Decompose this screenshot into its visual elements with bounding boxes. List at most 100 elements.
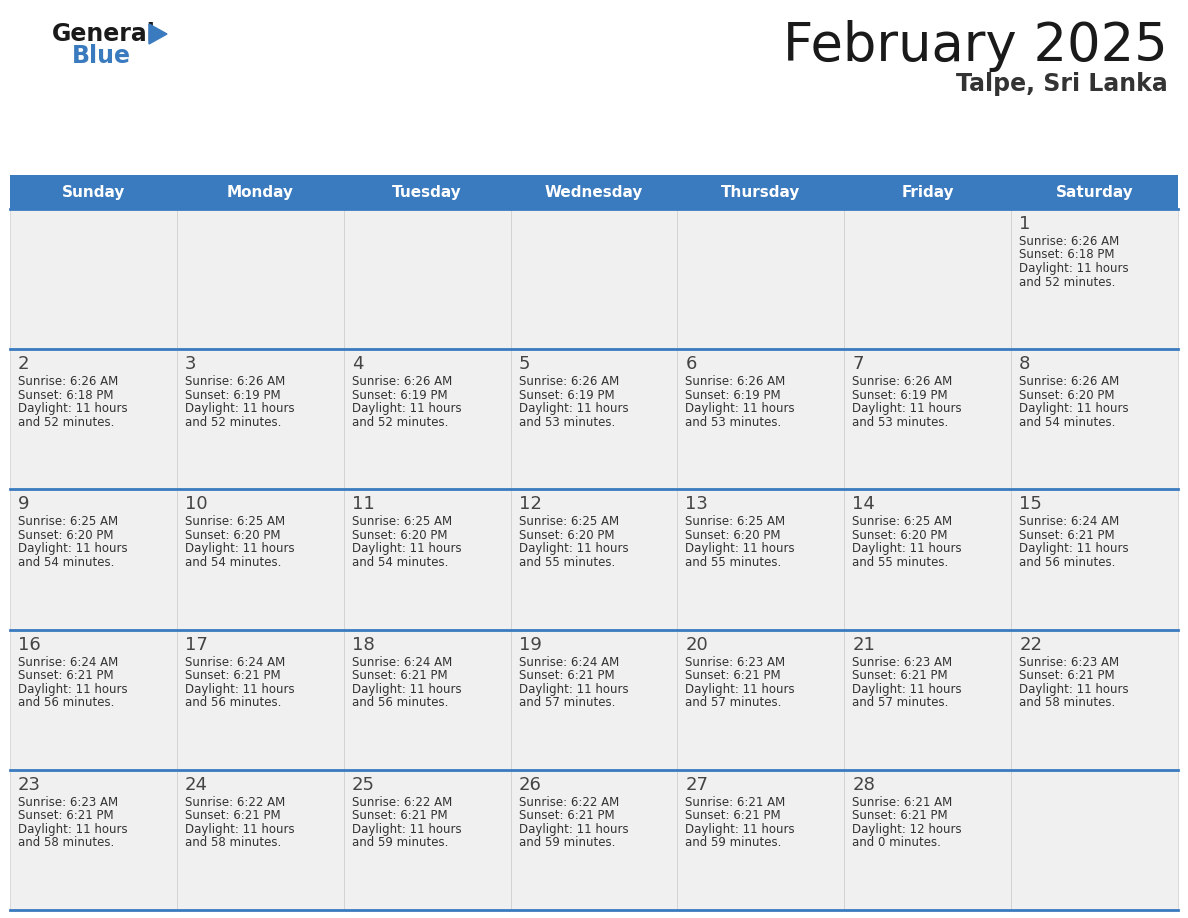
Bar	[677, 630, 845, 770]
Text: Sunrise: 6:24 AM: Sunrise: 6:24 AM	[1019, 515, 1119, 529]
Text: Sunrise: 6:26 AM: Sunrise: 6:26 AM	[685, 375, 785, 388]
Text: Sunrise: 6:23 AM: Sunrise: 6:23 AM	[852, 655, 953, 668]
Bar	[845, 770, 1011, 910]
Text: Sunset: 6:19 PM: Sunset: 6:19 PM	[852, 388, 948, 402]
Text: Daylight: 11 hours: Daylight: 11 hours	[1019, 402, 1129, 415]
Text: 5: 5	[519, 355, 530, 374]
Text: 2: 2	[18, 355, 30, 374]
Text: Daylight: 11 hours: Daylight: 11 hours	[352, 543, 461, 555]
Text: Sunrise: 6:23 AM: Sunrise: 6:23 AM	[18, 796, 118, 809]
Text: 22: 22	[1019, 635, 1042, 654]
Text: Sunrise: 6:25 AM: Sunrise: 6:25 AM	[18, 515, 118, 529]
Text: and 52 minutes.: and 52 minutes.	[352, 416, 448, 429]
Text: Daylight: 11 hours: Daylight: 11 hours	[685, 683, 795, 696]
Text: and 52 minutes.: and 52 minutes.	[185, 416, 282, 429]
Text: 6: 6	[685, 355, 697, 374]
Text: and 56 minutes.: and 56 minutes.	[185, 696, 282, 709]
Text: and 57 minutes.: and 57 minutes.	[685, 696, 782, 709]
Text: Sunset: 6:20 PM: Sunset: 6:20 PM	[352, 529, 447, 542]
Text: Sunrise: 6:23 AM: Sunrise: 6:23 AM	[685, 655, 785, 668]
Bar	[343, 349, 511, 489]
Text: Sunset: 6:19 PM: Sunset: 6:19 PM	[685, 388, 781, 402]
Text: 8: 8	[1019, 355, 1030, 374]
Text: Blue: Blue	[72, 44, 131, 68]
Text: and 59 minutes.: and 59 minutes.	[685, 836, 782, 849]
Text: Sunrise: 6:26 AM: Sunrise: 6:26 AM	[519, 375, 619, 388]
Bar	[177, 489, 343, 630]
Text: Sunset: 6:21 PM: Sunset: 6:21 PM	[852, 810, 948, 823]
Bar	[177, 630, 343, 770]
Bar	[511, 770, 677, 910]
Text: Sunset: 6:20 PM: Sunset: 6:20 PM	[519, 529, 614, 542]
Text: 26: 26	[519, 776, 542, 794]
Text: 12: 12	[519, 496, 542, 513]
Bar	[511, 209, 677, 349]
Polygon shape	[148, 24, 168, 44]
Text: and 54 minutes.: and 54 minutes.	[1019, 416, 1116, 429]
Text: Sunset: 6:19 PM: Sunset: 6:19 PM	[519, 388, 614, 402]
Text: Sunrise: 6:25 AM: Sunrise: 6:25 AM	[352, 515, 451, 529]
Text: Saturday: Saturday	[1056, 185, 1133, 199]
Bar	[343, 209, 511, 349]
Text: Sunset: 6:21 PM: Sunset: 6:21 PM	[685, 669, 781, 682]
Bar	[677, 209, 845, 349]
Text: Daylight: 11 hours: Daylight: 11 hours	[352, 823, 461, 835]
Text: Sunset: 6:21 PM: Sunset: 6:21 PM	[352, 669, 448, 682]
Text: Sunset: 6:21 PM: Sunset: 6:21 PM	[519, 669, 614, 682]
Text: Sunrise: 6:24 AM: Sunrise: 6:24 AM	[18, 655, 119, 668]
Text: Sunset: 6:21 PM: Sunset: 6:21 PM	[18, 669, 114, 682]
Bar	[10, 489, 177, 630]
Text: Friday: Friday	[902, 185, 954, 199]
Text: Daylight: 11 hours: Daylight: 11 hours	[18, 543, 127, 555]
Bar	[845, 209, 1011, 349]
Text: 19: 19	[519, 635, 542, 654]
Text: and 53 minutes.: and 53 minutes.	[685, 416, 782, 429]
Text: 15: 15	[1019, 496, 1042, 513]
Text: 27: 27	[685, 776, 708, 794]
Text: Sunrise: 6:23 AM: Sunrise: 6:23 AM	[1019, 655, 1119, 668]
Text: Sunset: 6:21 PM: Sunset: 6:21 PM	[1019, 669, 1114, 682]
Text: and 56 minutes.: and 56 minutes.	[18, 696, 114, 709]
Text: 28: 28	[852, 776, 876, 794]
Bar	[343, 630, 511, 770]
Bar	[511, 489, 677, 630]
Text: Sunset: 6:21 PM: Sunset: 6:21 PM	[519, 810, 614, 823]
Bar	[10, 770, 177, 910]
Text: Sunrise: 6:26 AM: Sunrise: 6:26 AM	[18, 375, 119, 388]
Text: Sunset: 6:19 PM: Sunset: 6:19 PM	[185, 388, 280, 402]
Text: and 53 minutes.: and 53 minutes.	[519, 416, 615, 429]
Text: Daylight: 11 hours: Daylight: 11 hours	[519, 402, 628, 415]
Text: 25: 25	[352, 776, 374, 794]
Text: Daylight: 11 hours: Daylight: 11 hours	[18, 683, 127, 696]
Text: Thursday: Thursday	[721, 185, 801, 199]
Text: Talpe, Sri Lanka: Talpe, Sri Lanka	[956, 72, 1168, 96]
Text: 23: 23	[18, 776, 42, 794]
Text: General: General	[52, 22, 156, 46]
Text: Daylight: 12 hours: Daylight: 12 hours	[852, 823, 962, 835]
Text: and 59 minutes.: and 59 minutes.	[352, 836, 448, 849]
Text: and 57 minutes.: and 57 minutes.	[519, 696, 615, 709]
Text: and 54 minutes.: and 54 minutes.	[352, 556, 448, 569]
Text: Sunrise: 6:25 AM: Sunrise: 6:25 AM	[852, 515, 953, 529]
Text: Sunrise: 6:26 AM: Sunrise: 6:26 AM	[185, 375, 285, 388]
Text: Sunset: 6:21 PM: Sunset: 6:21 PM	[18, 810, 114, 823]
Text: Sunrise: 6:24 AM: Sunrise: 6:24 AM	[185, 655, 285, 668]
Text: Sunrise: 6:26 AM: Sunrise: 6:26 AM	[852, 375, 953, 388]
Text: Sunset: 6:21 PM: Sunset: 6:21 PM	[185, 669, 280, 682]
Text: Sunset: 6:20 PM: Sunset: 6:20 PM	[1019, 388, 1114, 402]
Bar	[845, 489, 1011, 630]
Text: Sunset: 6:21 PM: Sunset: 6:21 PM	[685, 810, 781, 823]
Text: Daylight: 11 hours: Daylight: 11 hours	[1019, 262, 1129, 275]
Text: 21: 21	[852, 635, 876, 654]
Text: Monday: Monday	[227, 185, 293, 199]
Bar	[177, 770, 343, 910]
Text: Daylight: 11 hours: Daylight: 11 hours	[519, 543, 628, 555]
Text: 18: 18	[352, 635, 374, 654]
Text: Sunset: 6:21 PM: Sunset: 6:21 PM	[352, 810, 448, 823]
Text: 13: 13	[685, 496, 708, 513]
Text: 14: 14	[852, 496, 876, 513]
Text: Sunrise: 6:21 AM: Sunrise: 6:21 AM	[852, 796, 953, 809]
Text: Daylight: 11 hours: Daylight: 11 hours	[352, 402, 461, 415]
Text: Sunset: 6:20 PM: Sunset: 6:20 PM	[685, 529, 781, 542]
Text: Sunrise: 6:21 AM: Sunrise: 6:21 AM	[685, 796, 785, 809]
